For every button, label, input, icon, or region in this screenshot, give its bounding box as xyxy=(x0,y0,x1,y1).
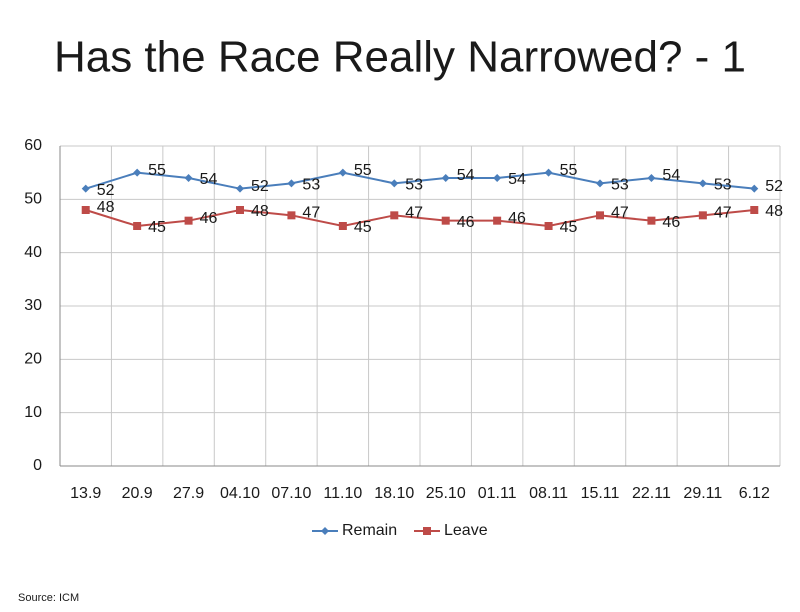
data-label: 48 xyxy=(97,199,115,216)
y-tick-label: 20 xyxy=(24,351,42,368)
data-point xyxy=(596,211,604,220)
data-label: 53 xyxy=(302,177,320,194)
data-point xyxy=(441,174,450,182)
data-point xyxy=(596,179,604,188)
data-point xyxy=(133,168,142,177)
data-point xyxy=(81,206,90,214)
chart-title: Has the Race Really Narrowed? - 1 xyxy=(54,33,746,82)
data-point xyxy=(750,206,759,214)
series-line xyxy=(85,208,755,228)
x-tick-label: 13.9 xyxy=(70,485,101,502)
data-label: 54 xyxy=(662,167,680,184)
data-point xyxy=(236,206,244,214)
x-tick-label: 29.11 xyxy=(683,485,722,502)
data-point xyxy=(390,211,399,220)
data-label: 53 xyxy=(714,177,732,194)
data-point xyxy=(390,179,399,188)
data-label: 52 xyxy=(251,178,269,195)
data-label: 55 xyxy=(148,162,166,179)
y-tick-label: 30 xyxy=(24,297,42,314)
data-label: 45 xyxy=(148,219,166,236)
data-point xyxy=(338,222,347,230)
data-point xyxy=(287,211,296,220)
x-tick-label: 04.10 xyxy=(220,485,260,502)
data-label: 46 xyxy=(508,210,526,227)
data-point xyxy=(236,184,244,193)
data-label: 46 xyxy=(457,214,475,231)
data-label: 54 xyxy=(508,171,526,188)
x-tick-label: 08.11 xyxy=(529,485,568,502)
legend-marker xyxy=(423,527,431,535)
data-label: 46 xyxy=(200,210,218,227)
data-point xyxy=(698,179,707,188)
data-label: 52 xyxy=(765,178,783,195)
data-label: 47 xyxy=(302,205,320,222)
x-tick-label: 25.10 xyxy=(426,485,466,502)
data-point xyxy=(544,168,553,177)
y-tick-label: 40 xyxy=(24,244,42,261)
legend-label: Leave xyxy=(444,522,488,539)
data-label: 53 xyxy=(405,177,423,194)
data-label: 47 xyxy=(714,205,732,222)
data-point xyxy=(184,216,193,225)
data-point xyxy=(647,174,656,182)
data-label: 54 xyxy=(457,167,475,184)
x-tick-label: 20.9 xyxy=(122,485,153,502)
data-label: 53 xyxy=(611,177,629,194)
x-tick-label: 27.9 xyxy=(173,485,204,502)
y-tick-label: 0 xyxy=(33,457,42,474)
x-tick-label: 18.10 xyxy=(374,485,414,502)
data-label: 45 xyxy=(354,219,372,236)
data-point xyxy=(133,222,142,230)
x-tick-label: 07.10 xyxy=(271,485,311,502)
data-point xyxy=(184,174,193,182)
x-tick-label: 11.10 xyxy=(323,485,362,502)
data-label: 55 xyxy=(354,162,372,179)
data-label: 47 xyxy=(611,205,629,222)
data-label: 46 xyxy=(662,214,680,231)
legend-marker xyxy=(321,527,329,535)
data-point xyxy=(493,174,502,182)
data-point xyxy=(750,184,759,193)
x-tick-label: 15.11 xyxy=(581,485,620,502)
y-tick-label: 60 xyxy=(24,137,42,154)
source-note: Source: ICM xyxy=(18,592,79,604)
data-point xyxy=(544,222,553,230)
data-label: 48 xyxy=(251,203,269,220)
x-tick-label: 01.11 xyxy=(478,485,517,502)
data-label: 54 xyxy=(200,171,218,188)
series-line xyxy=(85,171,755,190)
data-point xyxy=(493,216,502,225)
data-label: 48 xyxy=(765,203,783,220)
data-point xyxy=(81,184,90,193)
x-tick-label: 22.11 xyxy=(632,485,671,502)
data-point xyxy=(287,179,296,188)
data-label: 45 xyxy=(560,219,578,236)
data-point xyxy=(647,216,656,225)
y-tick-label: 50 xyxy=(24,191,42,208)
data-label: 47 xyxy=(405,205,423,222)
data-label: 52 xyxy=(97,182,115,199)
x-tick-label: 6.12 xyxy=(739,485,770,502)
data-point xyxy=(338,168,347,177)
data-point xyxy=(698,211,707,220)
y-tick-label: 10 xyxy=(24,404,42,421)
legend-label: Remain xyxy=(342,522,397,539)
data-label: 55 xyxy=(560,162,578,179)
data-point xyxy=(441,216,450,225)
